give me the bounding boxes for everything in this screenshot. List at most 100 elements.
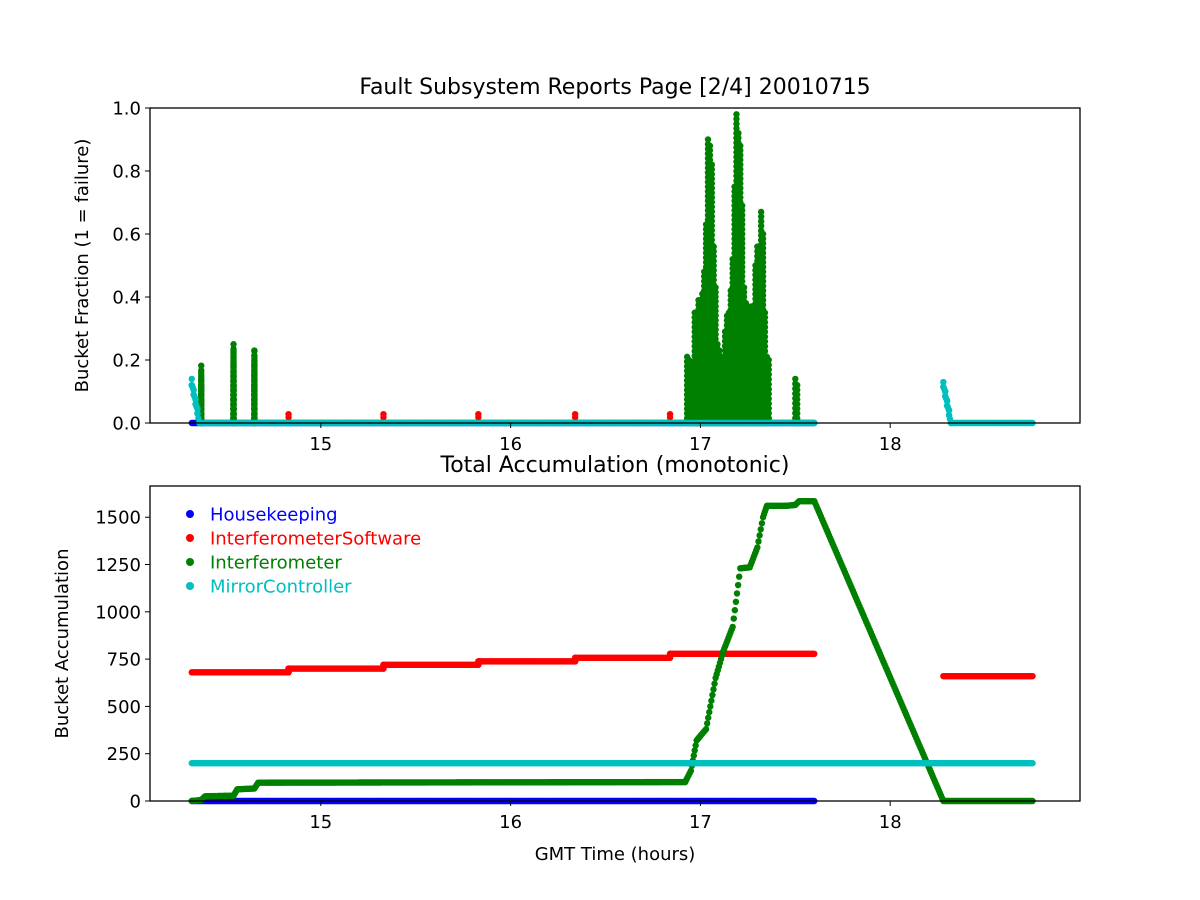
top-interferometer-point (765, 390, 772, 398)
bottom-interferometer-point (707, 703, 714, 710)
top-interferometer-point (704, 136, 712, 143)
bottom-interferometer-point (705, 714, 712, 721)
top-interferometer-point (712, 284, 719, 291)
top-interferometer-point (738, 244, 746, 252)
top-interferometer-point (757, 213, 765, 220)
top-interferometer-point (708, 189, 715, 197)
top-interferometer-point (733, 111, 740, 118)
top-interferometer-point (737, 156, 744, 164)
bottom-interferometer-point (732, 598, 740, 606)
top-interferometer-point (230, 387, 237, 394)
top-interferometer-point (710, 272, 717, 279)
bottom-interferometer-point (711, 680, 718, 687)
top-interferometer-point (737, 184, 744, 192)
top-interferometer-point (765, 400, 772, 407)
top-xtick-label: 17 (689, 434, 712, 455)
top-interferometer-point (738, 216, 746, 224)
top-interferometer-point (737, 175, 744, 182)
top-interferometer-point (761, 323, 769, 331)
top-plot-title: Fault Subsystem Reports Page [2/4] 20010… (359, 75, 870, 100)
top-interferometer-point (251, 414, 258, 422)
top-interferometer-point (759, 254, 767, 261)
top-interferometer-point (710, 276, 717, 284)
top-plot-x-ticks: 15 16 17 18 (309, 423, 902, 455)
top-interferometer-point (230, 378, 237, 385)
top-interferometer-point (712, 317, 719, 324)
bottom-interferometer-point (687, 767, 695, 774)
top-interferometer-point (737, 152, 744, 159)
top-interferometer-point (738, 254, 746, 261)
top-interferometer-point (708, 161, 715, 168)
top-interferometer-point (738, 230, 746, 238)
top-interferometer-point (794, 400, 801, 408)
top-interferometer-point (712, 303, 719, 310)
top-interferometer-point (710, 243, 717, 250)
top-interferometer-point (198, 372, 205, 379)
top-interferometer-point (759, 301, 767, 309)
top-interferometer-point (759, 230, 767, 238)
bottom-interferometer-point (734, 581, 742, 589)
top-ytick-label: 0.2 (112, 351, 141, 372)
top-interferometer-point (759, 282, 767, 290)
top-interferometer-point (251, 366, 258, 374)
top-interferometer-point (714, 341, 721, 348)
top-interferometer-point (738, 202, 746, 209)
top-interferometer-point (708, 236, 715, 244)
top-interferometer-point (737, 166, 744, 173)
top-interferometer-point (706, 152, 714, 159)
top-interferometer-point (230, 373, 237, 380)
top-interferometer-point (765, 361, 772, 369)
top-interferometer-point (761, 333, 769, 340)
top-interferometer-point (708, 184, 715, 192)
top-interferometer-point (759, 287, 767, 294)
top-interferometer-point (230, 410, 237, 417)
top-interferometer-point (733, 115, 740, 123)
top-interferometer-point (759, 244, 767, 252)
top-interferometer-point (737, 180, 744, 187)
bottom-interferometer-point (703, 720, 711, 727)
top-interferometer-point (759, 296, 767, 304)
top-interferometer-point (710, 257, 717, 265)
top-interferometer-point (710, 267, 717, 274)
bottom-interferometer-point (754, 544, 761, 551)
top-interferometer-point (712, 335, 719, 343)
top-interferometer-point (706, 147, 714, 154)
top-interferometer-point (708, 170, 715, 178)
top-mirrorcontroller-point (188, 375, 195, 383)
top-interferometer-point (737, 161, 744, 168)
top-interferometer-point (794, 396, 801, 403)
top-interferometer-point (738, 249, 746, 257)
top-mirrorcontroller-point (194, 405, 201, 413)
top-interferometer-point (251, 400, 258, 407)
top-interferometer-point (230, 368, 237, 376)
top-interferometersoftware-point (285, 414, 292, 421)
bottom-series-interferometersoftware (188, 650, 1036, 680)
top-xtick-label: 15 (309, 434, 332, 455)
top-xtick-label: 18 (879, 434, 902, 455)
top-interferometer-point (740, 284, 748, 291)
top-interferometer-point (230, 392, 237, 399)
bottom-interferometer-point (691, 747, 698, 754)
top-interferometer-point (710, 248, 717, 255)
top-plot-frame (149, 107, 1081, 424)
bottom-interferometer-point (706, 708, 713, 716)
top-interferometer-point (738, 268, 746, 275)
top-interferometer-point (738, 259, 746, 266)
bottom-interferometer-point (710, 686, 717, 693)
top-interferometersoftware-point (571, 414, 579, 421)
bottom-plot-points (188, 497, 1036, 805)
top-ytick-label: 0.4 (112, 288, 141, 309)
top-interferometersoftware-point (475, 414, 482, 421)
top-interferometer-point (759, 273, 767, 280)
top-interferometer-point (251, 361, 258, 369)
top-mirrorcontroller-point (943, 397, 951, 405)
top-interferometersoftware-point (380, 414, 387, 421)
top-interferometer-point (738, 235, 746, 242)
top-interferometer-point (712, 289, 719, 296)
top-interferometer-point (737, 189, 744, 196)
bottom-interferometer-point (757, 526, 764, 533)
top-interferometer-point (757, 222, 765, 230)
top-interferometer-point (757, 218, 765, 225)
top-interferometer-point (251, 385, 258, 393)
